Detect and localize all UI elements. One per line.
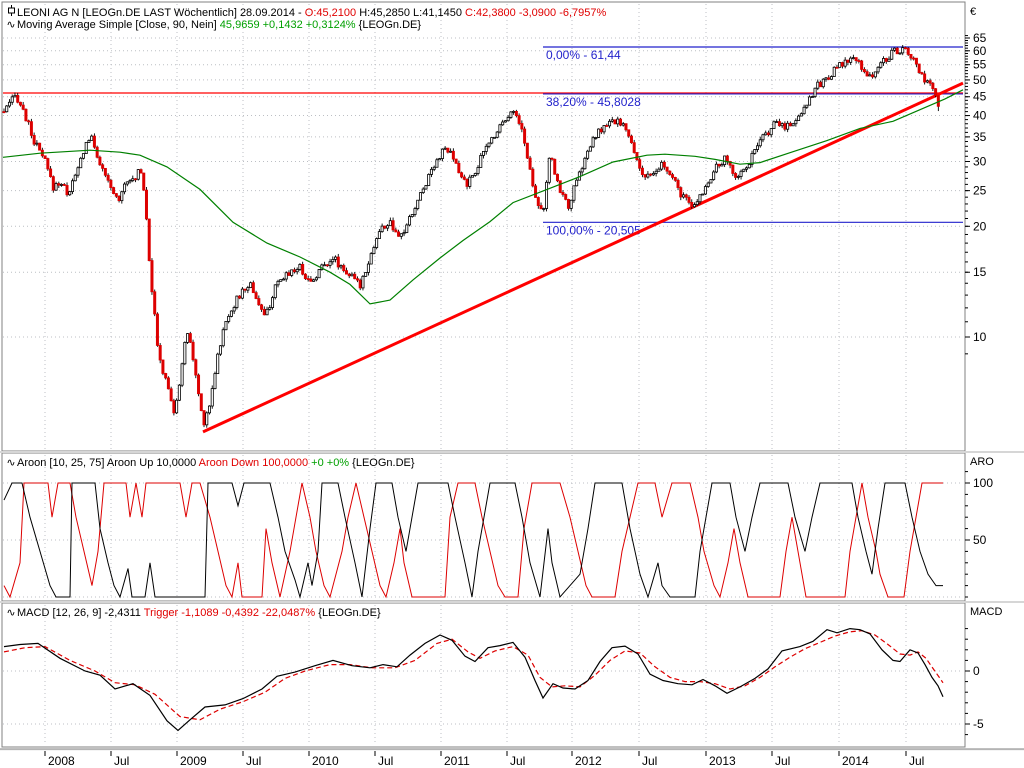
- time-tick-label: 2010: [312, 754, 339, 768]
- axis-tick-label: 50: [973, 533, 987, 547]
- axis-tick-label: 100: [973, 476, 993, 490]
- axis-tick-label: 60: [973, 44, 987, 58]
- macd-trigger-line: [3, 630, 944, 721]
- aroon-change: +0 +0%: [311, 457, 353, 469]
- axis-tick-label: 15: [973, 265, 987, 279]
- panel-border: [1, 452, 966, 602]
- macd-axis-name: MACD: [970, 606, 1003, 618]
- time-tick-label: Jul: [246, 754, 261, 768]
- title-instrument: LEONI AG N [LEOGn.DE LAST Wöchentlich] 2…: [17, 7, 305, 19]
- time-tick-label: Jul: [378, 754, 393, 768]
- time-tick-label: 2008: [48, 754, 75, 768]
- candlestick-series: [2, 44, 940, 428]
- axis-tick-label: 20: [973, 219, 987, 233]
- fib-level-label: 0,00% - 61,44: [546, 48, 621, 62]
- axis-tick-label: 55: [973, 58, 987, 72]
- gridlines: [3, 4, 963, 745]
- moving-average-line: [2, 89, 964, 305]
- aroon-legend: ∿Aroon [10, 25, 75] Aroon Up 10,0000 Aro…: [5, 457, 415, 470]
- axis-tick-label: 25: [973, 184, 987, 198]
- fib-level-label: 38,20% - 45,8028: [546, 95, 641, 109]
- axis-tick-label: 40: [973, 109, 987, 123]
- aroon-symbol: {LEOGn.DE}: [352, 457, 415, 469]
- currency-axis-symbol: €: [970, 6, 977, 18]
- macd-line: [3, 627, 944, 732]
- fibonacci-retracement[interactable]: 0,00% - 61,44 38,20% - 45,8028 100,00% - 2…: [543, 46, 963, 237]
- axis-tick-label: 45: [973, 90, 987, 104]
- ma-symbol: {LEOGn.DE}: [358, 19, 422, 31]
- time-tick-label: Jul: [775, 754, 790, 768]
- panel-border: [1, 602, 966, 748]
- macd-label: MACD [12, 26, 9] -2,4311: [17, 607, 144, 619]
- title-highlow: H:45,2850 L:41,1450: [359, 7, 466, 19]
- aroon-down-line: [3, 482, 943, 599]
- trend-line[interactable]: [202, 81, 964, 434]
- aroon-up-label: Aroon [10, 25, 75] Aroon Up 10,0000: [17, 457, 199, 469]
- wave-icon: ∿: [6, 19, 16, 31]
- aroon-up-line: [3, 482, 943, 599]
- title-close-change: C:42,3800 -3,0900 -6,7957%: [465, 7, 607, 19]
- ma-legend: ∿Moving Average Simple [Close, 90, Nein]…: [5, 19, 421, 32]
- axis-tick-label: 0: [973, 664, 980, 678]
- aroon-down-label: Aroon Down 100,0000: [198, 457, 312, 469]
- macd-symbol: {LEOGn.DE}: [318, 607, 381, 619]
- axis-tick-label: 30: [973, 155, 987, 169]
- macd-trigger-label: Trigger -1,1089 -0,4392 -22,0487%: [143, 607, 319, 619]
- time-tick-label: 2009: [180, 754, 207, 768]
- ma-label: Moving Average Simple [Close, 90, Nein]: [17, 19, 220, 31]
- aroon-axis-name: ARO: [970, 456, 994, 468]
- wave-icon: ∿: [6, 607, 16, 619]
- time-tick-label: Jul: [909, 754, 924, 768]
- title-open: O:45,2100: [304, 7, 360, 19]
- main-title: LEONI AG N [LEOGn.DE LAST Wöchentlich] 2…: [5, 5, 606, 20]
- candlestick-icon: [5, 5, 17, 20]
- time-tick-label: Jul: [114, 754, 129, 768]
- time-tick-label: 2012: [575, 754, 602, 768]
- fib-level-label: 100,00% - 20,505: [546, 223, 641, 237]
- ma-values: 45,9659 +0,1432 +0,3124%: [219, 19, 359, 31]
- axis-tick-label: 50: [973, 73, 987, 87]
- time-tick-label: Jul: [510, 754, 525, 768]
- axis-tick-label: -5: [973, 717, 984, 731]
- macd-legend: ∿MACD [12, 26, 9] -2,4311 Trigger -1,108…: [5, 607, 381, 620]
- time-tick-label: 2014: [842, 754, 869, 768]
- time-tick-label: Jul: [642, 754, 657, 768]
- axis-tick-label: 65: [973, 31, 987, 45]
- panel-separator: [0, 451, 1024, 453]
- panel-separator: [0, 601, 1024, 603]
- wave-icon: ∿: [6, 457, 16, 469]
- axis-tick-label: 10: [973, 330, 987, 344]
- time-tick-label: 2011: [444, 754, 470, 768]
- time-tick-label: 2013: [709, 754, 736, 768]
- axis-tick-label: 35: [973, 130, 987, 144]
- time-axis: 2008 Jul 2009 Jul 2010 Jul 2011 Jul 2012 Jul 2013 J…: [44, 751, 924, 768]
